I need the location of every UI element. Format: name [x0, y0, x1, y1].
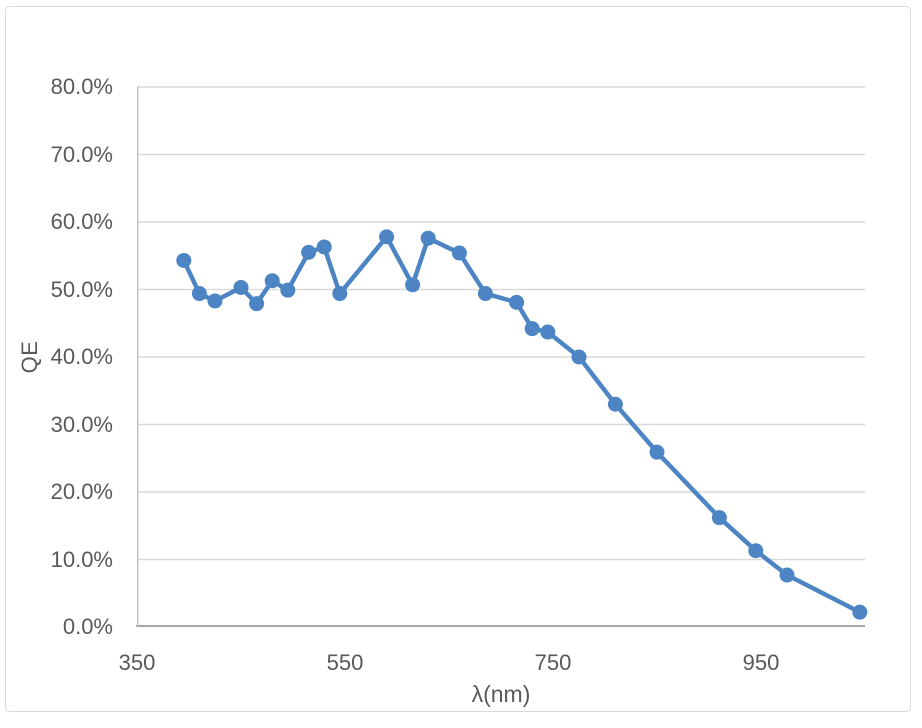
- y-tick-label: 80.0%: [50, 74, 113, 99]
- data-point-marker: [649, 444, 665, 460]
- y-tick-label: 30.0%: [50, 411, 113, 437]
- data-point-marker: [852, 604, 868, 620]
- x-tick-label: 350: [118, 650, 156, 675]
- y-axis-title: QE: [17, 340, 42, 374]
- data-point-marker: [264, 273, 280, 289]
- y-tick-label: 0.0%: [62, 614, 113, 639]
- data-point-marker: [233, 279, 249, 295]
- x-axis-title: λ(nm): [471, 681, 531, 707]
- data-point-marker: [316, 239, 332, 255]
- data-point-marker: [748, 543, 764, 559]
- y-tick-label: 40.0%: [50, 344, 113, 369]
- data-point-marker: [420, 230, 436, 246]
- y-tick-label: 70.0%: [50, 141, 113, 167]
- y-tick-label: 50.0%: [50, 276, 113, 302]
- y-tick-label: 20.0%: [50, 479, 113, 504]
- data-point-marker: [405, 277, 421, 293]
- data-point-marker: [249, 296, 265, 312]
- x-tick-label: 750: [534, 650, 572, 675]
- chart-border[interactable]: [5, 6, 911, 712]
- data-point-marker: [176, 252, 192, 268]
- data-point-marker: [607, 396, 623, 412]
- data-point-marker: [540, 324, 556, 340]
- data-point-marker: [379, 229, 395, 245]
- data-point-marker: [711, 510, 727, 526]
- x-tick-label: 950: [742, 650, 780, 675]
- data-point-marker: [332, 286, 348, 302]
- data-point-marker: [509, 294, 525, 310]
- data-point-marker: [207, 293, 223, 309]
- data-point-marker: [524, 321, 540, 337]
- x-tick-label: 550: [326, 650, 364, 675]
- y-tick-label: 10.0%: [50, 546, 113, 572]
- plot-area: [136, 86, 868, 627]
- y-tick-label: 60.0%: [50, 209, 113, 234]
- data-point-marker: [571, 349, 587, 365]
- qe-line-chart: [136, 86, 868, 627]
- data-point-marker: [477, 286, 493, 302]
- data-point-marker: [301, 244, 317, 260]
- data-point-marker: [280, 282, 296, 298]
- data-point-marker: [451, 245, 467, 261]
- data-point-marker: [779, 567, 795, 583]
- data-point-marker: [191, 286, 207, 302]
